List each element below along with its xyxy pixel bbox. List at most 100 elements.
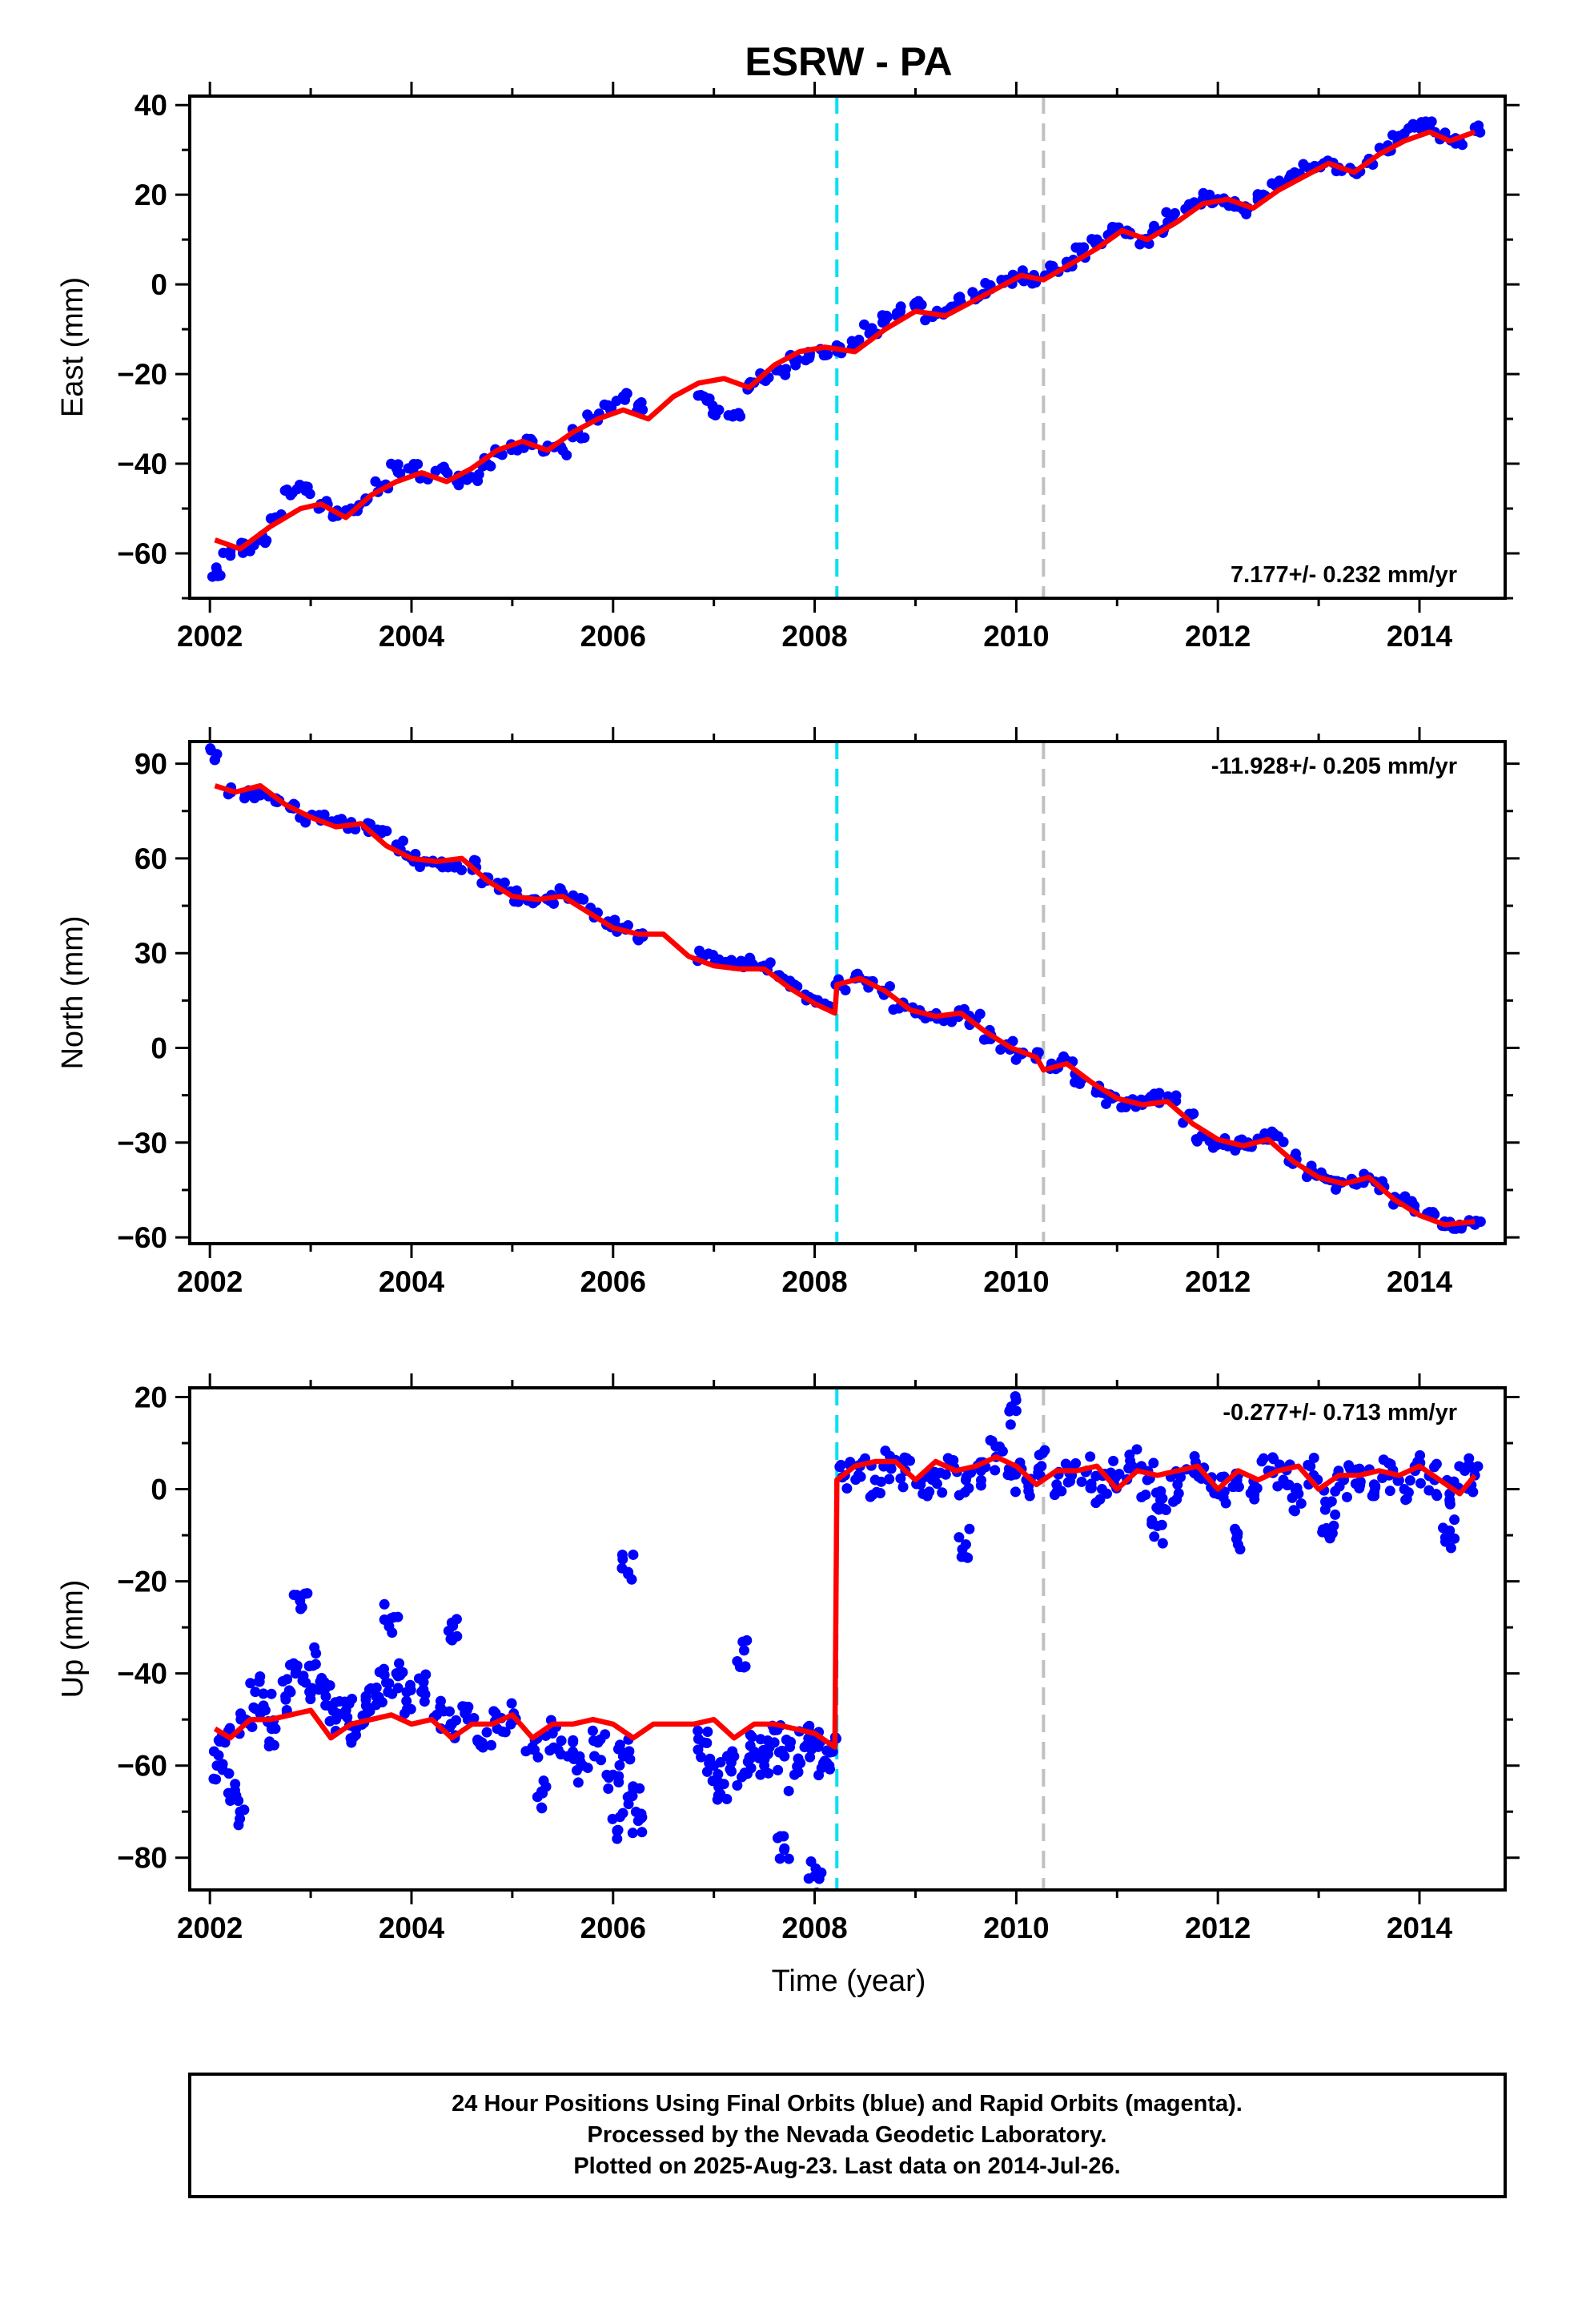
data-point [1235, 1544, 1246, 1555]
data-point [572, 1751, 583, 1763]
data-point [255, 1708, 266, 1719]
data-point [435, 1702, 446, 1713]
data-point [853, 334, 865, 345]
data-point [628, 1781, 639, 1792]
data-point [239, 793, 250, 804]
data-point [772, 1832, 783, 1844]
data-point [841, 1483, 853, 1494]
data-point [625, 1790, 636, 1801]
y-tick-label: 30 [135, 937, 167, 970]
data-point [397, 1667, 408, 1678]
data-point [374, 1667, 385, 1678]
data-point [418, 1684, 429, 1695]
data-point [1401, 1494, 1412, 1505]
data-point [804, 1720, 815, 1731]
data-point [884, 1474, 895, 1485]
data-point [620, 1747, 631, 1759]
data-point [627, 1827, 638, 1839]
plot-frame [188, 740, 1507, 1245]
data-point [1076, 1476, 1087, 1487]
data-point [725, 1757, 737, 1768]
data-point [532, 1791, 543, 1803]
data-point [1464, 1461, 1476, 1472]
data-point [1155, 1494, 1166, 1506]
y-tick-label: 20 [135, 1381, 167, 1414]
data-point [603, 1783, 614, 1794]
data-point [283, 1685, 295, 1696]
data-point [250, 1687, 261, 1698]
data-point [721, 1794, 733, 1805]
data-point [909, 299, 920, 310]
data-point [420, 1669, 432, 1680]
data-point [1233, 1482, 1244, 1493]
data-point [738, 1645, 749, 1656]
data-point [1299, 161, 1310, 172]
data-point [614, 1739, 625, 1751]
data-point [1004, 1405, 1015, 1416]
up-panel: 2002 2004 2006 2008 2010 2012 2014 −80 −60 −40 −20… [56, 1373, 1520, 1944]
data-point [1288, 1505, 1299, 1516]
data-point [505, 1719, 516, 1730]
y-tick-label: 0 [151, 268, 167, 301]
data-point [1125, 1455, 1136, 1466]
data-point [702, 1727, 713, 1738]
data-point [746, 1731, 757, 1743]
caption-line-2: Processed by the Nevada Geodetic Laborat… [588, 2122, 1107, 2148]
x-tick-label: 2002 [177, 1912, 243, 1944]
x-tick-label: 2008 [781, 620, 847, 653]
data-point [1090, 1498, 1102, 1509]
data-point [1218, 1492, 1229, 1503]
data-point [405, 1684, 416, 1695]
data-point [745, 1752, 757, 1763]
data-point [962, 1552, 974, 1563]
data-point [1173, 1488, 1184, 1499]
x-tick-label: 2010 [983, 620, 1049, 653]
data-point [1369, 1490, 1380, 1502]
y-tick-label: 60 [135, 842, 167, 875]
data-point [1037, 1448, 1048, 1459]
x-tick-label: 2002 [177, 620, 243, 653]
data-point [1161, 207, 1172, 218]
data-point [990, 1465, 1001, 1476]
data-point [488, 1706, 500, 1717]
data-point [613, 1777, 624, 1787]
velocity-label: 7.177+/- 0.232 mm/yr [1231, 562, 1457, 588]
data-point [707, 400, 718, 412]
data-point [611, 396, 622, 407]
data-point [468, 1713, 480, 1724]
y-tick-label: −60 [117, 1221, 167, 1254]
data-point [211, 1774, 222, 1785]
y-tick-label: −60 [117, 537, 167, 570]
data-point [765, 957, 776, 968]
data-point [1437, 1522, 1448, 1534]
x-tick-label: 2004 [379, 1912, 445, 1944]
y-tick-label: 0 [151, 1032, 167, 1065]
data-point [572, 1765, 583, 1776]
x-tick-label: 2014 [1387, 1912, 1453, 1944]
data-point [572, 1777, 584, 1788]
data-point [1420, 116, 1431, 127]
data-point [1149, 1531, 1160, 1542]
velocity-label: -11.928+/- 0.205 mm/yr [1211, 754, 1457, 779]
data-point [1320, 1496, 1331, 1507]
data-point [235, 1708, 247, 1719]
data-point [280, 1694, 291, 1705]
data-point [793, 1767, 804, 1778]
x-tick-label: 2004 [379, 1265, 445, 1298]
data-point [1407, 119, 1419, 130]
data-point [994, 1441, 1006, 1452]
data-point [1051, 1486, 1062, 1498]
data-point [858, 319, 869, 330]
x-tick-label: 2008 [781, 1265, 847, 1298]
data-point [1168, 1496, 1179, 1507]
data-point [536, 1802, 547, 1813]
x-tick-label: 2014 [1387, 1265, 1453, 1298]
y-tick-label: −30 [117, 1127, 167, 1160]
data-point [408, 459, 420, 470]
data-point [218, 547, 229, 558]
data-point [822, 349, 833, 360]
data-point [556, 1749, 567, 1760]
data-point [733, 408, 745, 419]
data-point [556, 1735, 567, 1747]
data-point [612, 1825, 623, 1836]
